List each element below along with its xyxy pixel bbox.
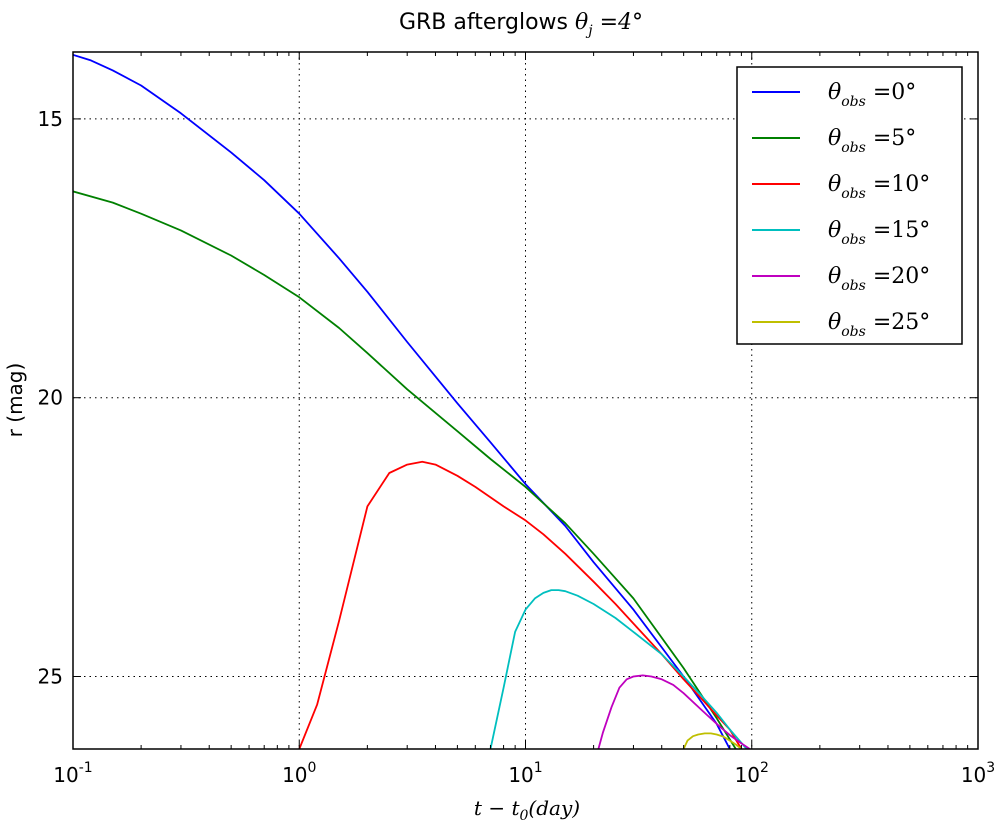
y-tick-label: 15 <box>38 107 63 131</box>
chart-title-prefix: GRB afterglows <box>399 10 575 35</box>
legend-label-4: θobs =20° <box>828 264 930 294</box>
x-axis-label-t: t <box>474 796 483 820</box>
x-axis-label-unit: (day) <box>528 796 580 820</box>
x-tick-labels: 10-1 100 101 102 103 <box>53 760 995 787</box>
legend-label-3: θobs =15° <box>828 218 930 248</box>
legend-label-0: θobs =0° <box>828 80 916 110</box>
x-tick-label: 100 <box>282 760 316 787</box>
legend: θobs =0° θobs =5° θobs =10° θobs =15° θobs =… <box>736 66 963 345</box>
y-tick-label: 25 <box>38 665 63 689</box>
x-axis-label: t − t0(day) <box>474 796 580 824</box>
series-line-1 <box>73 190 737 749</box>
x-tick-label: 102 <box>735 760 769 787</box>
x-axis-label-op: − <box>482 796 511 820</box>
x-tick-label: 101 <box>508 760 542 787</box>
x-axis-label-sub: 0 <box>520 808 529 824</box>
x-tick-label: 10-1 <box>53 760 92 787</box>
y-axis-label: r (mag) <box>3 363 27 438</box>
legend-label-2: θobs =10° <box>828 172 930 202</box>
axis-ticks <box>72 52 979 749</box>
x-axis-label-t0: t <box>511 796 520 820</box>
series-line-2 <box>298 460 743 749</box>
y-tick-labels: 15 20 25 <box>38 107 63 689</box>
chart-title: GRB afterglows θj =4° <box>399 10 643 39</box>
legend-label-5: θobs =25° <box>828 310 930 340</box>
chart-title-value: =4° <box>593 10 643 35</box>
legend-box <box>736 66 963 345</box>
series-line-5 <box>682 732 742 749</box>
series-line-3 <box>489 589 748 749</box>
legend-label-1: θobs =5° <box>828 126 916 156</box>
series-line-0 <box>73 53 731 749</box>
y-tick-label: 20 <box>38 386 63 410</box>
chart-title-theta-sub: j <box>585 23 593 39</box>
series-line-4 <box>597 674 751 749</box>
x-tick-label: 103 <box>961 760 995 787</box>
chart-title-theta: θ <box>575 10 588 35</box>
series-layer <box>73 53 751 749</box>
